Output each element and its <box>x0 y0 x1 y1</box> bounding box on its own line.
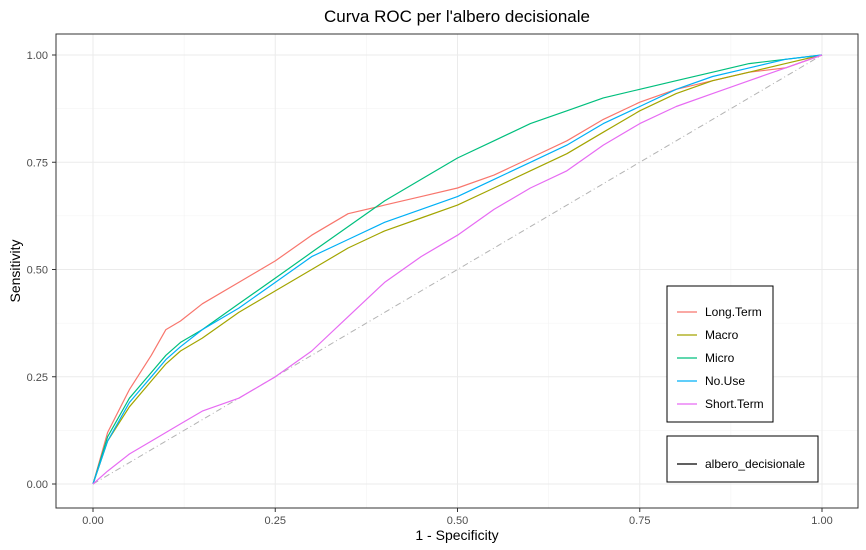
legend-label-long-term: Long.Term <box>705 305 762 319</box>
x-tick-label: 0.25 <box>265 515 286 527</box>
model-legend-label: albero_decisionale <box>705 457 805 471</box>
x-tick-label: 0.00 <box>82 515 103 527</box>
x-axis: 0.00 0.25 0.50 0.75 1.00 <box>82 508 833 527</box>
y-tick-label: 0.00 <box>27 479 48 491</box>
reference-diagonal-line <box>92 54 823 485</box>
chart-title: Curva ROC per l'albero decisionale <box>324 7 590 26</box>
y-tick-label: 0.25 <box>27 372 48 384</box>
x-tick-label: 0.75 <box>629 515 650 527</box>
y-axis-title: Sensitivity <box>7 239 23 302</box>
series-line-short-term <box>92 54 823 485</box>
grid <box>56 34 858 508</box>
x-tick-label: 0.50 <box>447 515 468 527</box>
series-legend: Long.Term Macro Micro No.Use Short.Term <box>666 285 774 423</box>
series-line-micro <box>92 54 823 485</box>
model-legend-box <box>666 435 819 483</box>
x-tick-label: 1.00 <box>811 515 832 527</box>
plot-panel <box>55 33 859 509</box>
y-tick-label: 0.50 <box>27 265 48 277</box>
series-line-long-term <box>92 54 823 485</box>
legend-label-micro: Micro <box>705 351 735 365</box>
legend-label-short-term: Short.Term <box>705 397 764 411</box>
series-line-macro <box>92 54 823 485</box>
series-legend-box <box>666 285 774 423</box>
x-axis-title: 1 - Specificity <box>415 527 498 543</box>
legend-label-no-use: No.Use <box>705 374 745 388</box>
legend-label-macro: Macro <box>705 328 739 342</box>
y-tick-label: 1.00 <box>27 50 48 62</box>
series-layer <box>92 54 823 485</box>
y-axis: 0.00 0.25 0.50 0.75 1.00 <box>27 50 56 491</box>
model-legend: albero_decisionale <box>666 435 819 483</box>
series-line-no-use <box>92 54 823 485</box>
y-tick-label: 0.75 <box>27 157 48 169</box>
